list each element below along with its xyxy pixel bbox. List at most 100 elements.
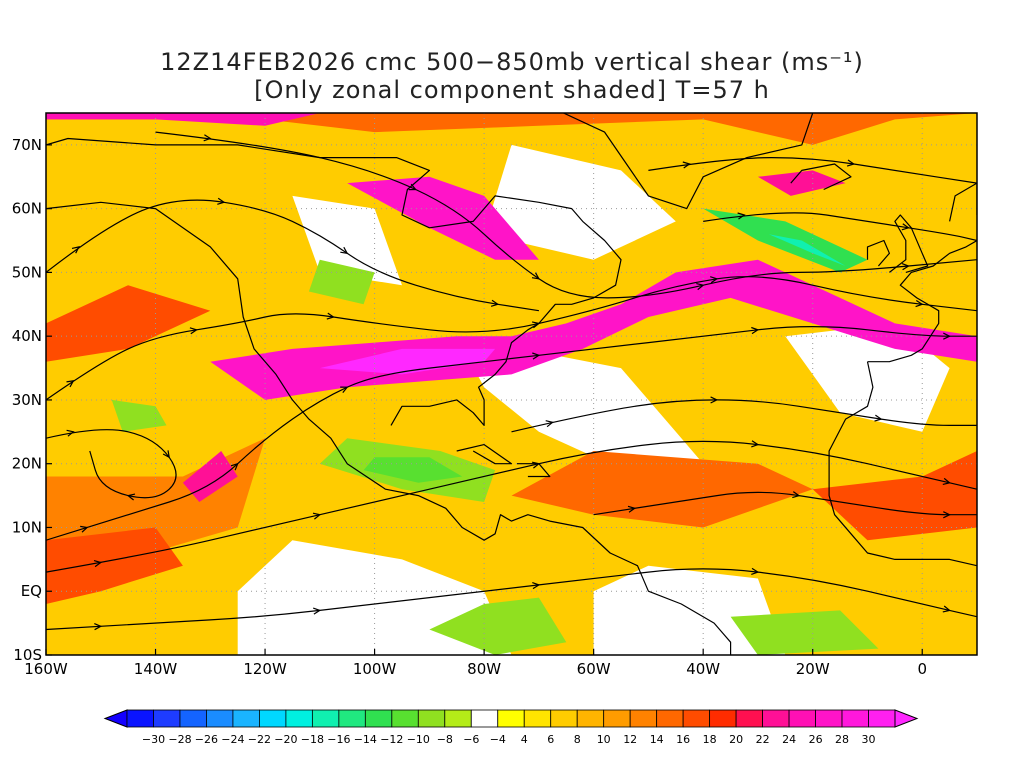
streamline-arrow — [751, 440, 760, 448]
colorbar-label: −20 — [274, 733, 297, 746]
coastline-7 — [790, 163, 852, 191]
streamline-arrow — [942, 477, 951, 485]
streamline-arrow — [162, 450, 171, 459]
lon-tick-label: 120W — [243, 660, 287, 678]
streamline-arrow — [189, 327, 198, 335]
streamline-arrow — [340, 386, 349, 393]
shear-region-6 — [484, 144, 676, 260]
colorbar-label: −18 — [301, 733, 324, 746]
colorbar-swatch — [868, 709, 896, 728]
colorbar-swatch — [470, 709, 499, 728]
colorbar-swatch — [285, 709, 313, 728]
streamline-arrow — [545, 420, 554, 428]
streamline-arrow — [94, 623, 103, 631]
shear-region-14 — [308, 259, 375, 305]
colorbar-swatch — [815, 709, 843, 728]
streamline-arrow — [312, 512, 322, 520]
colorbar-low-arrow — [103, 709, 128, 728]
streamline-arrow — [710, 396, 719, 404]
streamline-arrow — [915, 299, 924, 308]
shear-region-22 — [319, 348, 496, 375]
streamline-arrow — [93, 560, 103, 568]
map-axes: 160W 140W 120W 100W 80W 60W 40W 20W 0 70N 60N 50N 40… — [12, 136, 927, 678]
streamline-arrow — [71, 246, 81, 254]
colorbar-label: 18 — [703, 733, 717, 746]
colorbar-swatch — [364, 709, 393, 728]
streamline-arrow — [737, 212, 746, 220]
shear-region-2 — [593, 565, 786, 655]
streamline-arrow — [313, 607, 322, 615]
colorbar-label: 30 — [862, 733, 876, 746]
streamline-arrow — [682, 161, 691, 169]
lat-tick-label: 60N — [12, 200, 42, 218]
streamline-arrow — [901, 223, 910, 231]
streamline-arrow — [874, 414, 883, 422]
colorbar-label: 22 — [756, 733, 770, 746]
colorbar-swatch — [126, 709, 154, 728]
colorbar-label: 20 — [729, 733, 743, 746]
lat-tick-label: EQ — [21, 582, 42, 600]
colorbar-swatch — [603, 709, 631, 728]
colorbar-label: 10 — [597, 733, 611, 746]
colorbar-swatch — [709, 709, 737, 728]
colorbar-label: −10 — [407, 733, 430, 746]
graticule — [46, 113, 977, 655]
colorbar-label: −24 — [221, 733, 244, 746]
lon-tick-label: 140W — [134, 660, 178, 678]
colorbar-label: −30 — [142, 733, 165, 746]
colorbar-swatch — [444, 709, 472, 728]
streamline-arrow — [846, 159, 856, 167]
colorbar-swatch — [629, 709, 658, 728]
colorbar-label: 8 — [574, 733, 581, 746]
colorbar-high-arrow — [894, 709, 919, 728]
colorbar-label: −12 — [380, 733, 403, 746]
colorbar-swatch — [391, 709, 419, 728]
coastline-1 — [46, 137, 622, 426]
lat-tick-label: 10S — [13, 646, 42, 664]
lon-tick-label: 100W — [353, 660, 397, 678]
streamline-arrow — [943, 511, 951, 519]
colorbar: −30 −28 −26 −24 −22 −20 −18 −16 −14 −12 −10 −8 −6 −4 4… — [103, 709, 919, 746]
streamline-arrow — [490, 299, 500, 307]
streamline-arrow — [408, 183, 417, 191]
colorbar-label: −4 — [490, 733, 506, 746]
streamline-arrow — [943, 332, 951, 340]
lon-tick-label: 80W — [467, 660, 501, 678]
colorbar-swatch — [523, 709, 552, 728]
streamline-arrow — [340, 246, 349, 255]
colorbar-label: −26 — [195, 733, 218, 746]
streamline-arrow — [531, 321, 541, 329]
streamline-arrow — [751, 326, 760, 335]
streamline-1 — [46, 326, 977, 541]
coastline-9 — [456, 444, 513, 465]
streamline-arrow — [942, 605, 951, 613]
coastline-10 — [517, 463, 551, 478]
colorbar-swatch — [576, 709, 605, 728]
coastline-5 — [889, 214, 929, 273]
shear-region-25 — [182, 451, 238, 502]
map-title-line1: 12Z14FEB2026 cmc 500−850mb vertical shea… — [160, 48, 864, 76]
lon-tick-label: 20W — [796, 660, 830, 678]
colorbar-swatch — [550, 709, 578, 728]
streamline-arrow — [532, 582, 541, 590]
shear-region-23 — [347, 176, 539, 260]
colorbar-label: 16 — [676, 733, 690, 746]
streamline-10 — [703, 212, 977, 242]
streamline-arrow — [751, 567, 760, 575]
streamline-2 — [46, 276, 977, 401]
streamline-7 — [511, 399, 977, 433]
coastline-2 — [562, 113, 814, 210]
coastline-6 — [866, 239, 890, 267]
streamline-arrow — [696, 283, 705, 291]
colorbar-swatch — [762, 709, 790, 728]
streamline-arrow — [80, 525, 89, 533]
colorbar-label: −16 — [327, 733, 350, 746]
coastline-0 — [46, 201, 732, 655]
colorbar-label: 24 — [782, 733, 796, 746]
colorbar-swatch — [153, 709, 181, 728]
colorbar-swatch — [497, 709, 525, 728]
colorbar-swatch — [682, 709, 711, 728]
shear-region-18 — [46, 285, 211, 362]
map-title-line2: [Only zonal component shaded] T=57 h — [254, 76, 770, 104]
